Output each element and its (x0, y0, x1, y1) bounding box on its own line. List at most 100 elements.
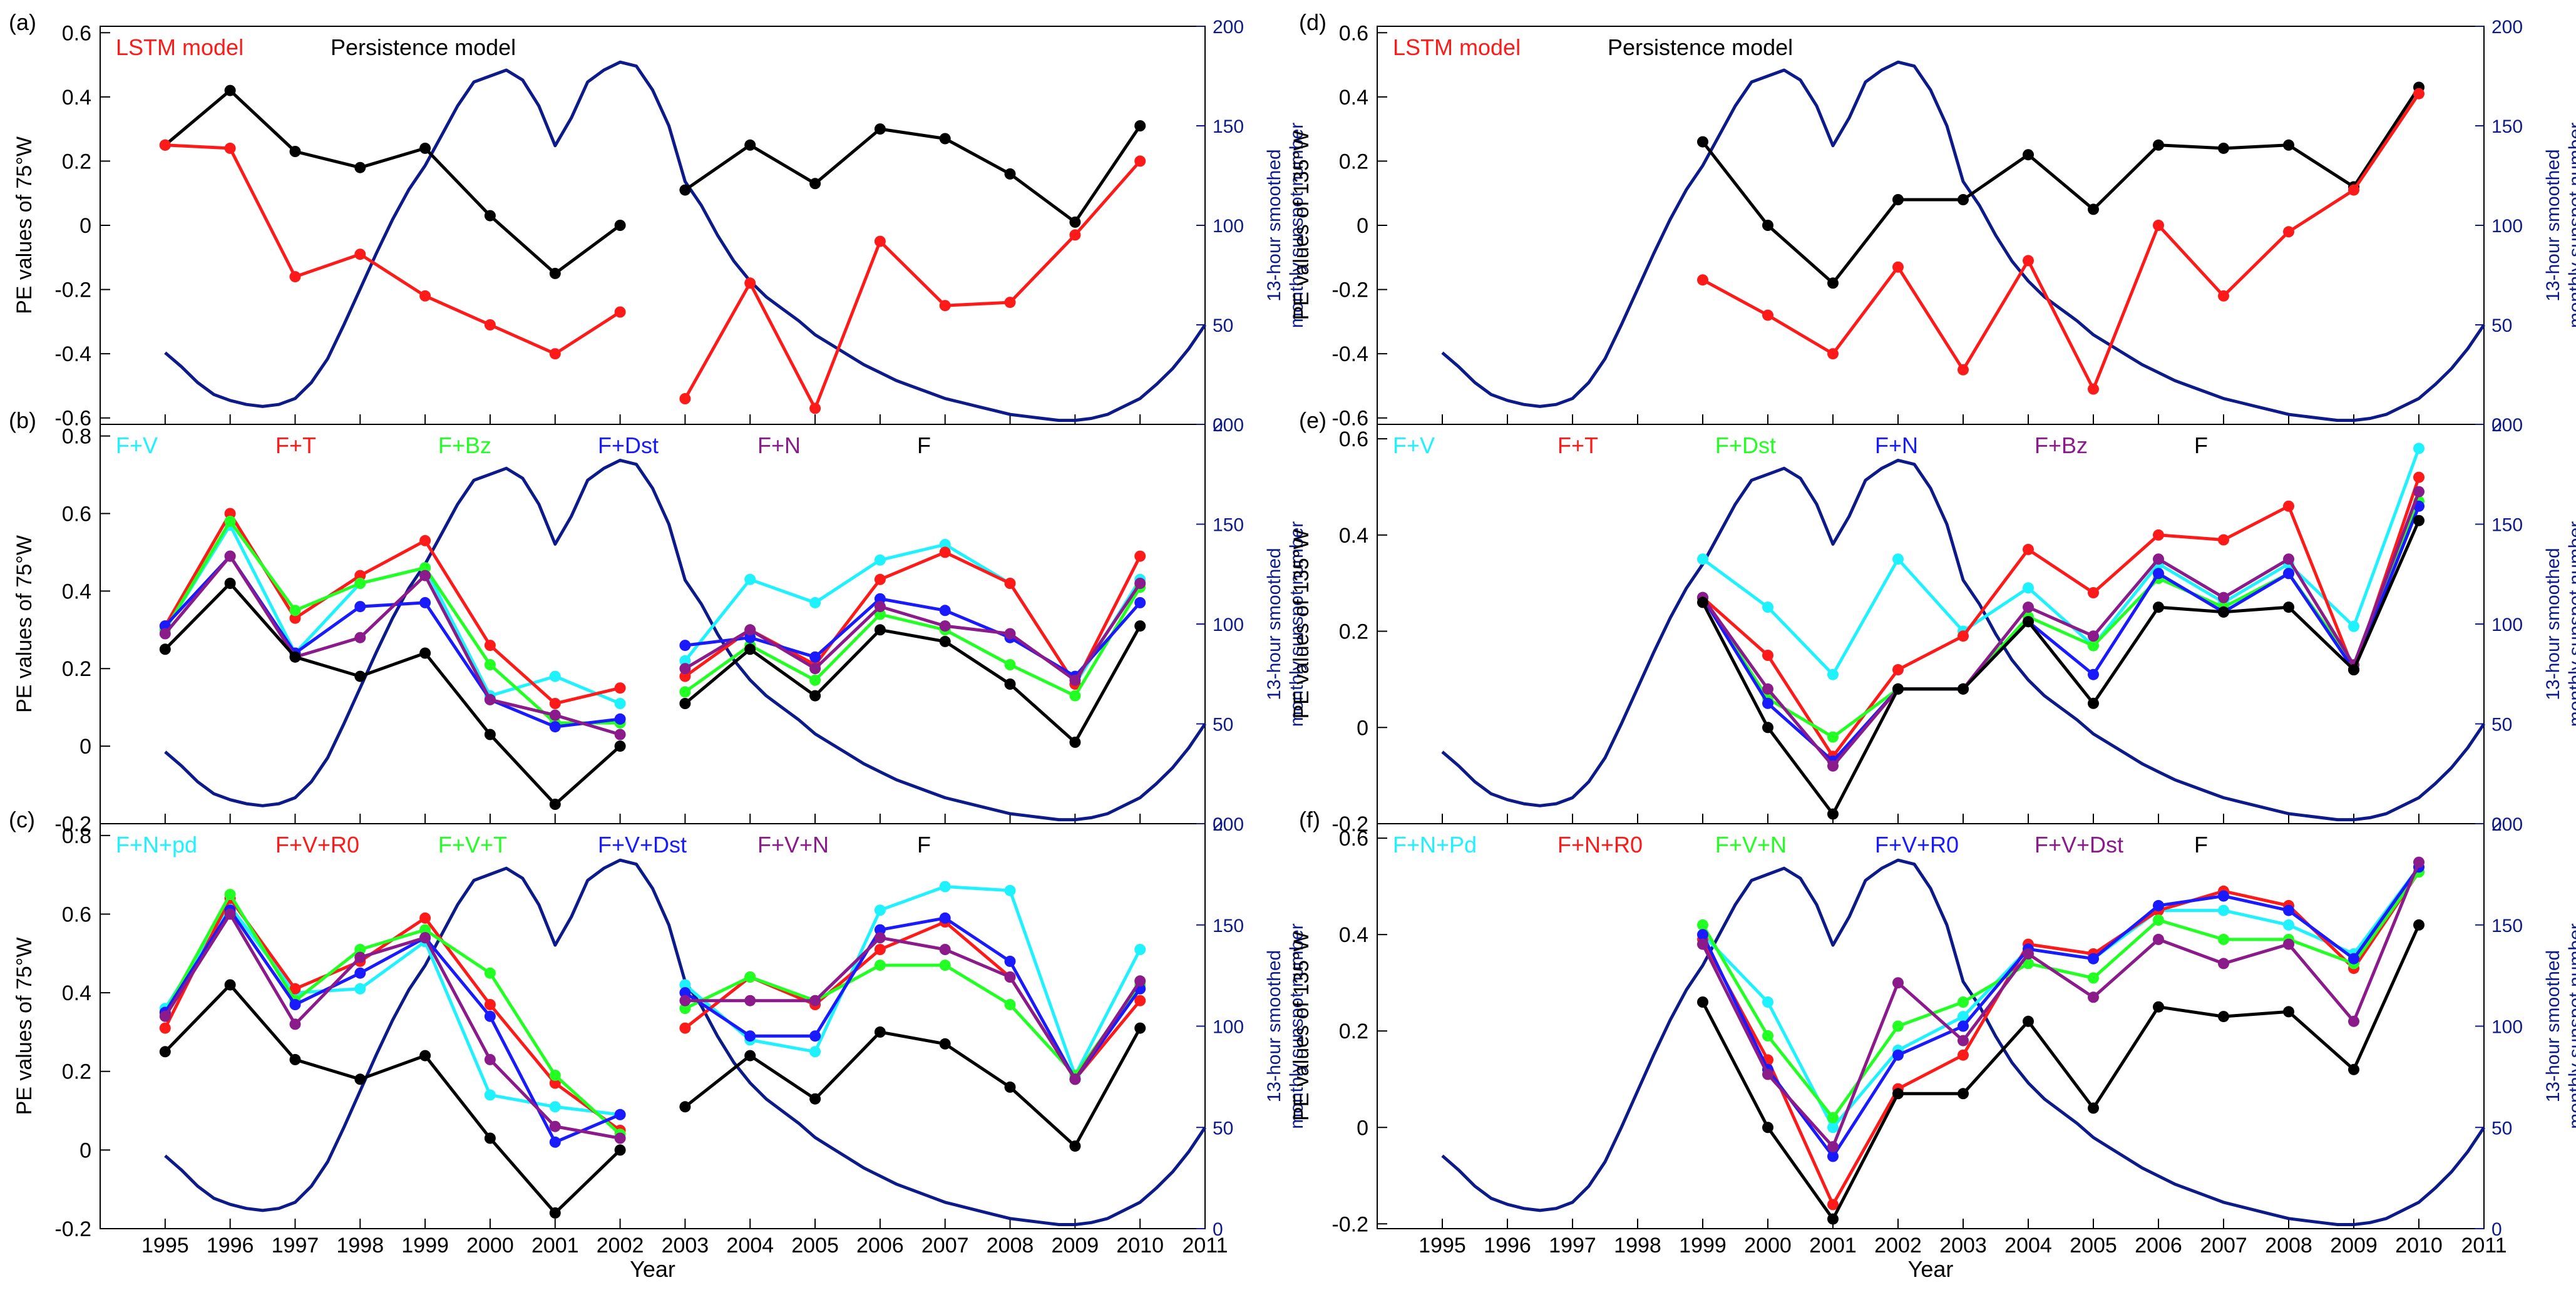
legend-entry: F+V+N (1715, 832, 1787, 857)
data-point (1827, 1199, 1839, 1211)
data-point (2088, 1102, 2099, 1114)
y-axis-label: PE values of 135°W (1290, 931, 1313, 1121)
legend-entry: F (2194, 433, 2208, 458)
x-tick-label: 2004 (2004, 1234, 2052, 1257)
data-point (614, 713, 626, 725)
y2-tick-label: 150 (1213, 916, 1244, 936)
data-point (2283, 553, 2294, 565)
data-point (2023, 601, 2034, 613)
data-point (224, 889, 236, 901)
data-point (939, 133, 951, 145)
data-point (1134, 995, 1146, 1006)
series-line-f-n-r0 (1701, 871, 2421, 1206)
data-point (549, 348, 561, 360)
x-tick-label: 1995 (1419, 1234, 1466, 1257)
y-tick-label: 0.6 (1339, 827, 1368, 851)
series-line-f-v-r0 (163, 896, 1142, 1132)
data-point (159, 1046, 171, 1058)
data-point (484, 210, 496, 222)
data-point (939, 605, 951, 617)
y2-axis-label-line1: 13-hour smoothed (1264, 548, 1285, 700)
y2-axis-label-line2: monthly sunspot number (1286, 923, 1307, 1129)
legend-entry: F+Dst (1715, 433, 1776, 458)
data-point (354, 161, 366, 173)
y2-tick-label: 200 (1213, 814, 1244, 835)
data-point (2348, 664, 2359, 675)
plot-frame (1377, 424, 2485, 824)
legend-entry: F+V+R0 (1875, 832, 1959, 857)
y2-tick-label: 50 (2491, 315, 2512, 336)
data-point (2218, 142, 2229, 154)
data-point (2023, 958, 2034, 970)
data-point (1762, 683, 1773, 695)
data-point (1892, 1049, 1904, 1061)
y-axis-label: PE values of 135°W (1290, 131, 1313, 320)
data-point (2348, 620, 2359, 632)
legend-entry: F+T (275, 433, 316, 458)
data-point (2348, 1063, 2359, 1075)
y2-tick-label: 50 (1213, 1118, 1233, 1139)
data-point (2023, 1015, 2034, 1027)
x-tick-label: 2007 (921, 1234, 969, 1257)
data-point (419, 290, 431, 302)
legend-entry: F+V+Dst (598, 832, 687, 857)
legend-entry: LSTM model (1393, 34, 1521, 60)
x-axis-label: Year (630, 1256, 675, 1282)
y2-axis-label-line1: 13-hour smoothed (2543, 950, 2563, 1103)
data-point (1827, 668, 1839, 680)
y-tick-label: 0 (80, 214, 91, 238)
data-point (809, 596, 821, 608)
data-point (679, 1003, 691, 1015)
series-line-f (1701, 520, 2421, 816)
data-point (224, 508, 236, 520)
legend-entry: LSTM model (116, 34, 244, 60)
y2-tick-label: 100 (1213, 1017, 1244, 1038)
data-point (874, 932, 886, 944)
data-point (2088, 203, 2099, 215)
data-point (419, 570, 431, 581)
y-tick-label: -0.2 (54, 279, 91, 302)
data-point (809, 402, 821, 414)
data-point (744, 573, 756, 585)
y-axis-label: PE values of 135°W (1290, 530, 1313, 719)
x-tick-label: 2006 (2135, 1234, 2182, 1257)
legend-entry: F+V+N (757, 832, 829, 857)
data-point (1827, 731, 1839, 743)
data-point (679, 184, 691, 196)
data-point (419, 1050, 431, 1062)
data-point (2218, 890, 2229, 902)
sunspot-line (1441, 858, 2486, 1226)
y-tick-label: 0.8 (62, 425, 91, 449)
data-point (809, 1046, 821, 1058)
panel-d: -0.6 -0.4 -0.2 0 0.2 0.4 0.6 PE values of 135°W… (1290, 9, 2576, 436)
y-tick-label: 0.2 (1339, 620, 1368, 644)
data-point (2088, 953, 2099, 965)
data-point (2023, 149, 2034, 161)
data-point (2413, 88, 2425, 100)
data-point (679, 670, 691, 682)
data-point (224, 979, 236, 991)
x-tick-label: 2000 (466, 1234, 514, 1257)
series-line-f-n (163, 555, 1142, 736)
data-point (874, 924, 886, 936)
data-point (549, 1136, 561, 1148)
y2-tick-label: 200 (1213, 17, 1244, 38)
y2-tick-label: 150 (2491, 916, 2523, 936)
data-point (354, 570, 366, 581)
data-point (1958, 996, 1969, 1008)
y-tick-label: 0.6 (1339, 21, 1368, 45)
data-point (159, 1010, 171, 1022)
data-point (2283, 1006, 2294, 1018)
data-point (1697, 919, 1708, 931)
legend-entry: F+N+R0 (1557, 832, 1643, 857)
data-point (2088, 697, 2099, 709)
data-point (939, 620, 951, 632)
x-tick-label: 1999 (401, 1234, 449, 1257)
x-tick-label: 1997 (1549, 1234, 1596, 1257)
data-point (484, 1089, 496, 1101)
data-point (614, 220, 626, 231)
data-point (2088, 587, 2099, 598)
y-axis-label: PE values of 75°W (13, 938, 36, 1115)
y-tick-label: 0 (1357, 716, 1368, 740)
data-point (1762, 220, 1773, 231)
